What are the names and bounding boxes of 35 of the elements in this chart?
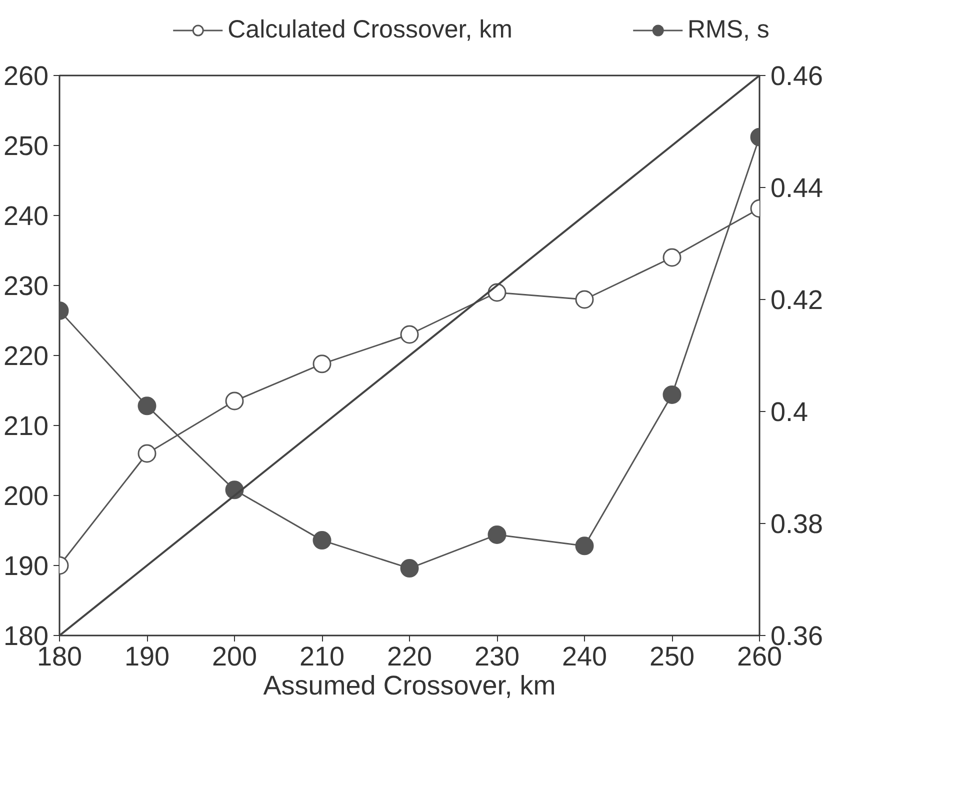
x-tick-label: 200 bbox=[212, 642, 258, 672]
y-tick-label: 240 bbox=[3, 201, 49, 231]
y2-tick-label: 0.46 bbox=[770, 61, 824, 91]
point bbox=[400, 559, 419, 578]
point bbox=[575, 536, 594, 556]
y2-tick-label: 0.4 bbox=[770, 397, 808, 427]
y-tick-label: 190 bbox=[3, 551, 49, 581]
point bbox=[225, 392, 244, 410]
y2-tick-label: 0.38 bbox=[770, 509, 824, 539]
legend-label: RMS, s bbox=[687, 16, 770, 44]
y-tick-label: 220 bbox=[3, 341, 49, 371]
point bbox=[400, 325, 419, 344]
point bbox=[312, 531, 332, 550]
x-tick-label: 190 bbox=[124, 642, 170, 672]
point bbox=[312, 354, 332, 374]
y-tick-label: 260 bbox=[3, 61, 49, 91]
y-tick-label: 210 bbox=[3, 411, 49, 441]
y-tick-label: 230 bbox=[3, 271, 49, 301]
y2-tick-label: 0.42 bbox=[770, 285, 824, 315]
point bbox=[138, 396, 156, 416]
x-tick-label: 210 bbox=[299, 642, 345, 672]
point bbox=[488, 525, 506, 544]
x-axis-title: Assumed Crossover, km bbox=[263, 670, 556, 700]
x-tick-label: 250 bbox=[649, 642, 695, 672]
x-tick-label: 220 bbox=[386, 642, 432, 672]
y-tick-label: 250 bbox=[3, 131, 49, 161]
x-tick-label: 230 bbox=[474, 642, 520, 672]
point bbox=[138, 444, 156, 463]
y-tick-label: 200 bbox=[3, 481, 49, 511]
legend-label: Calculated Crossover, km bbox=[228, 16, 512, 44]
x-tick-label: 240 bbox=[562, 642, 608, 672]
point bbox=[575, 290, 594, 309]
y2-tick-label: 0.44 bbox=[770, 173, 824, 203]
point bbox=[662, 248, 682, 267]
point bbox=[662, 385, 682, 404]
